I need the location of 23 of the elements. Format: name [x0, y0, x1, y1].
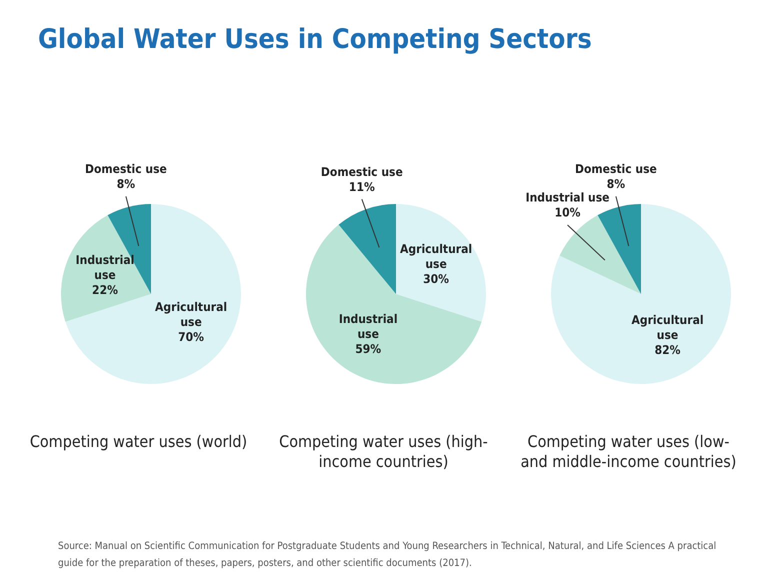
slice-label: Industrial use: [526, 190, 610, 204]
data-label: 59%: [355, 342, 382, 356]
slice-label: Agricultural use: [632, 312, 704, 342]
slice-label: Agricultural use: [155, 300, 228, 329]
slice-label: Agricultural use: [400, 242, 472, 271]
data-label: 22%: [92, 282, 118, 296]
slice-label: Industrial use: [338, 312, 398, 341]
text: Competing water uses (high-income countries): [278, 432, 489, 472]
text: Global Water Uses in Competing Sectors: [37, 23, 593, 55]
slice-label: Industrial use: [76, 252, 134, 282]
text: Competing water uses (world): [28, 432, 248, 452]
slice-label: Domestic use: [85, 161, 167, 176]
data-label: 70%: [178, 330, 204, 344]
slice-label: Domestic use: [320, 164, 403, 178]
data-label: 10%: [554, 205, 581, 220]
source-note: Source: Manual on Scientific Communication for Postgraduate Students and Young Researchers in Technical, Natural, and Life Sciences A practical guide for the preparation of theses, papers, posters, and other scientific documents (2017).: [57, 540, 718, 571]
data-label: 11%: [348, 179, 375, 194]
data-label: 8%: [116, 176, 136, 190]
data-label: 30%: [423, 272, 450, 286]
slice-label: Domestic use: [575, 161, 657, 176]
text: Competing water uses (low- and middle-income countries): [520, 432, 738, 472]
data-label: 82%: [654, 342, 681, 356]
data-label: 8%: [606, 176, 626, 190]
